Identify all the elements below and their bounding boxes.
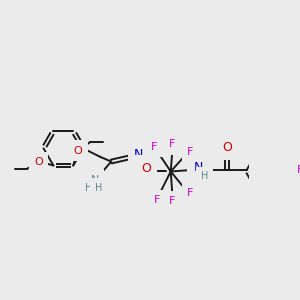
Text: F: F [151,142,158,152]
Text: H: H [201,171,208,182]
Text: F: F [296,165,300,175]
Text: O: O [74,146,82,156]
Text: H: H [85,183,93,193]
Text: N: N [193,161,203,174]
Text: O: O [141,162,151,175]
Text: O: O [222,141,232,154]
Text: N: N [134,148,143,161]
Text: F: F [154,195,161,206]
Text: N: N [91,175,99,185]
Text: F: F [169,196,176,206]
Text: O: O [34,157,43,167]
Text: F: F [188,188,194,198]
Text: H: H [95,183,103,193]
Text: F: F [169,139,176,149]
Text: F: F [188,147,194,157]
